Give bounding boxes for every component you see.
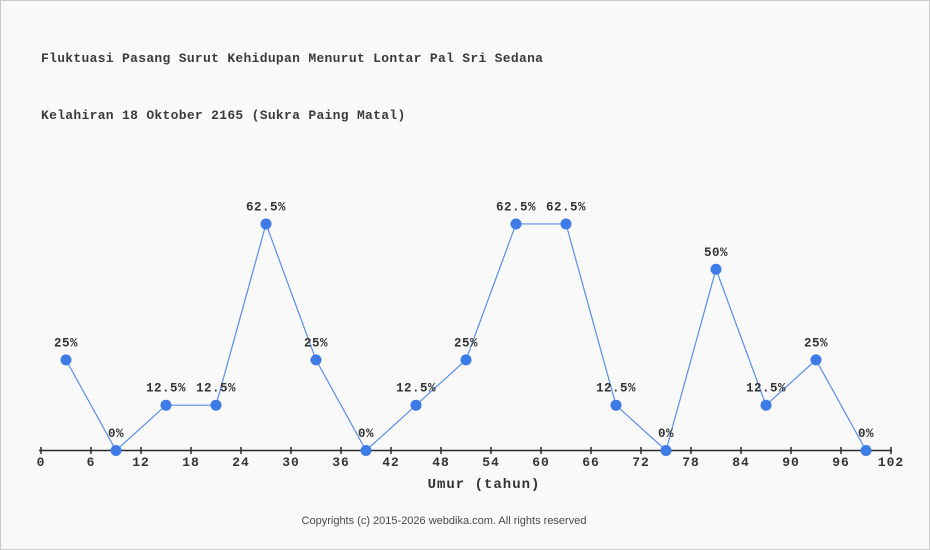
x-tick-label: 42 [382,455,400,470]
copyright-footer: Copyrights (c) 2015-2026 webdika.com. Al… [301,515,587,527]
chart-title: Fluktuasi Pasang Surut Kehidupan Menurut… [41,11,543,163]
data-point-label: 25% [54,336,78,350]
data-point-label: 0% [358,427,374,441]
chart-title-line1: Fluktuasi Pasang Surut Kehidupan Menurut… [41,51,544,66]
x-tick-label: 6 [87,455,96,470]
data-point-label: 62.5% [246,200,286,214]
data-point-label: 25% [304,336,328,350]
data-point [410,399,422,411]
data-point [860,445,872,456]
x-tick-label: 30 [282,455,300,470]
x-tick-label: 54 [482,455,500,470]
data-point-label: 0% [858,427,874,441]
data-point [360,445,372,456]
x-tick-label: 78 [682,455,700,470]
data-point-label: 12.5% [196,382,236,396]
x-tick-label: 12 [132,455,150,470]
x-tick-label: 24 [232,455,250,470]
data-point-label: 25% [804,336,828,350]
data-point-label: 0% [658,427,674,441]
data-point-label: 25% [454,336,478,350]
data-point [810,354,822,366]
data-point [710,263,722,275]
data-point [560,218,572,230]
x-tick-label: 90 [782,455,800,470]
data-point-label: 62.5% [496,200,536,214]
x-tick-label: 84 [732,455,750,470]
chart-title-line2: Kelahiran 18 Oktober 2165 (Sukra Paing M… [41,108,406,123]
x-axis-title: Umur (tahun) [427,477,541,493]
data-point-label: 12.5% [746,382,786,396]
data-point-label: 0% [108,427,124,441]
x-tick-label: 72 [632,455,650,470]
data-point [660,445,672,456]
data-point-label: 50% [704,246,728,260]
x-tick-label: 18 [182,455,200,470]
data-point-label: 12.5% [596,382,636,396]
data-point [510,218,522,230]
x-tick-label: 60 [532,455,550,470]
data-point-label: 62.5% [546,200,586,214]
data-point [260,218,272,230]
data-point [210,399,222,411]
x-tick-label: 102 [878,455,904,470]
data-point [760,399,772,411]
x-tick-label: 96 [832,455,850,470]
data-point-label: 12.5% [146,382,186,396]
data-point [610,399,622,411]
data-point [60,354,72,366]
data-point [460,354,472,366]
data-point-label: 12.5% [396,382,436,396]
data-point [310,354,322,366]
x-tick-label: 66 [582,455,600,470]
x-tick-label: 48 [432,455,450,470]
x-tick-label: 0 [37,455,46,470]
data-point [160,399,172,411]
x-tick-label: 36 [332,455,350,470]
data-point [110,445,122,456]
